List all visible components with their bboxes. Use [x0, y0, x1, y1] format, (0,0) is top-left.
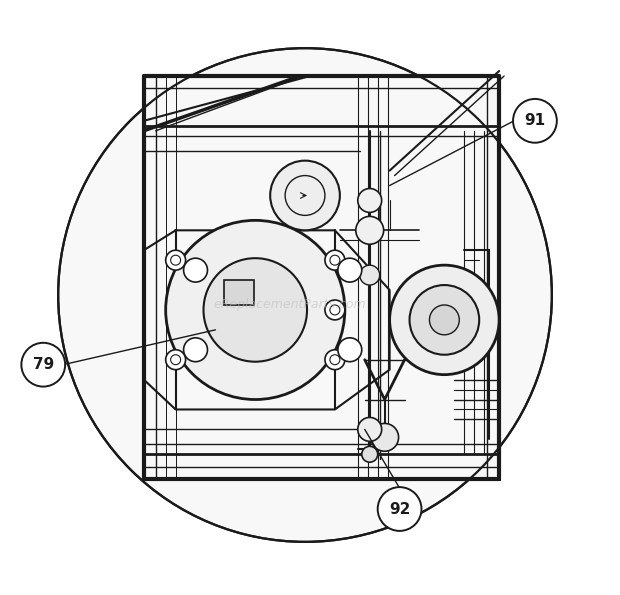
Text: 79: 79: [33, 357, 54, 372]
Circle shape: [166, 250, 185, 270]
Circle shape: [360, 265, 379, 285]
Circle shape: [203, 258, 307, 362]
Text: eReplacementParts.com: eReplacementParts.com: [214, 299, 366, 311]
Circle shape: [389, 265, 499, 375]
Circle shape: [166, 220, 345, 399]
Circle shape: [338, 338, 361, 362]
Circle shape: [358, 418, 382, 441]
Circle shape: [325, 250, 345, 270]
Circle shape: [338, 258, 361, 282]
Text: 92: 92: [389, 502, 410, 516]
Circle shape: [270, 161, 340, 230]
Circle shape: [166, 350, 185, 369]
Bar: [224, 280, 254, 305]
Circle shape: [430, 305, 459, 335]
Circle shape: [184, 258, 208, 282]
Circle shape: [356, 217, 384, 245]
Circle shape: [410, 285, 479, 355]
Circle shape: [21, 343, 65, 387]
Circle shape: [361, 446, 378, 462]
Circle shape: [371, 424, 399, 451]
Circle shape: [58, 48, 552, 542]
Circle shape: [513, 99, 557, 143]
Circle shape: [378, 487, 422, 531]
Circle shape: [358, 189, 382, 212]
Bar: [144, 76, 499, 479]
Text: 91: 91: [525, 113, 546, 129]
Circle shape: [325, 350, 345, 369]
Bar: [144, 76, 499, 479]
Circle shape: [325, 300, 345, 320]
Circle shape: [184, 338, 208, 362]
